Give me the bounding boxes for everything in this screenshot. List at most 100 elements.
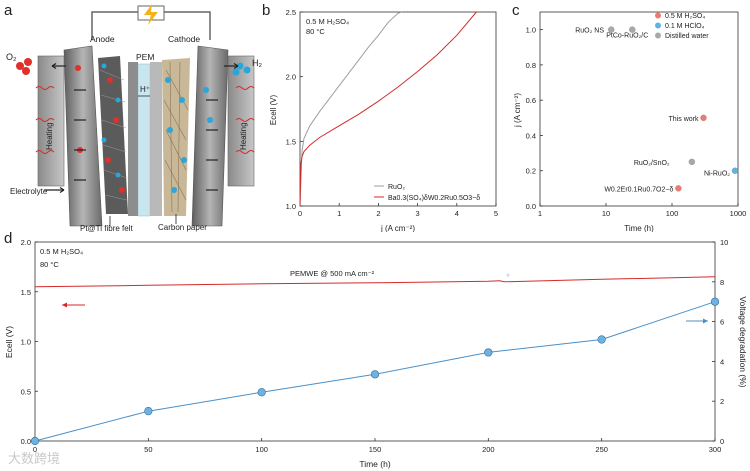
- chart-b-xtick-label: 4: [455, 209, 459, 218]
- chart-c-ytick-label: 0.4: [526, 131, 536, 140]
- chart-b-xtick-label: 3: [416, 209, 420, 218]
- heating-coils-right: [235, 86, 255, 154]
- chart-c-point: [731, 167, 739, 174]
- chart-d-frame: [34, 241, 716, 442]
- chart-d-xtick-label: 250: [595, 445, 608, 454]
- chart-d-durability: 0.5 M H₂SO₄ 80 °C PEMWE @ 500 mA cm⁻² * …: [4, 238, 748, 469]
- electrolyte-label: Electrolyte: [10, 187, 48, 196]
- chart-d-right-axis-arrowhead: [703, 318, 708, 324]
- chart-c-point-label: PtCo-RuO₂/C: [606, 33, 648, 40]
- chart-b-ytick-label: 2.0: [286, 73, 296, 82]
- chart-c-ytick-label: 1.0: [526, 26, 536, 35]
- chart-c-point: [688, 158, 696, 166]
- chart-c-point-label: RuO₂ NS: [575, 28, 604, 35]
- anode-catalyst-layer: [128, 62, 138, 216]
- chart-d-y2tick-label: 0: [720, 437, 724, 446]
- chart-c-point: [608, 26, 615, 33]
- carbon-fibres: [163, 61, 189, 213]
- heating-right-label: Heating: [239, 122, 248, 150]
- chart-d-xtick-label: 150: [369, 445, 382, 454]
- chart-b-frame: [299, 11, 497, 207]
- chart-d-ytick-label: 1.0: [21, 338, 31, 347]
- flow-arrows: [44, 62, 239, 194]
- chart-c-point-label: RuO₂/SnO₂: [634, 160, 670, 167]
- chart-d-degradation-point: [484, 348, 493, 357]
- chart-d-y2tick-label: 6: [720, 318, 724, 327]
- chart-b-annotation-temp: 80 °C: [306, 27, 325, 36]
- chart-d-degradation-point: [370, 370, 380, 379]
- chart-b-legend-ruo2: RuO₂: [388, 184, 405, 191]
- chart-c-ytick-label: 0.6: [526, 96, 536, 105]
- pem-label: PEM: [136, 52, 154, 62]
- chart-c-stability-comparison: Time (h) j (A cm⁻²) 1 10 100 1000 0.0 0.2 0.4 0…: [513, 11, 746, 232]
- chart-d-star-marker: *: [506, 272, 510, 282]
- chart-d-ytick-label: 1.5: [21, 288, 31, 297]
- chart-b-xtick-label: 1: [337, 209, 341, 218]
- h2-label: H₂: [252, 58, 262, 68]
- chart-b-ytick-label: 2.5: [286, 8, 296, 17]
- chart-c-point: [700, 114, 707, 121]
- chart-d-annotation-temp: 80 °C: [40, 260, 59, 269]
- chart-d-y2tick-label: 2: [720, 397, 724, 406]
- chart-b-ytick-label: 1.5: [286, 137, 296, 146]
- chart-b-series-baswru: [299, 11, 477, 207]
- chart-c-xtick-label: 10: [602, 209, 610, 218]
- chart-d-ytick-label: 2.0: [21, 238, 31, 247]
- left-heating-block: [37, 55, 65, 187]
- lightning-icon: [144, 4, 158, 25]
- chart-b-legend-baswru: Ba0.3(SO₄)δW0.2Ru0.5O3−δ: [388, 195, 480, 202]
- chart-d-degradation-point: [710, 297, 720, 306]
- chart-d-y2tick-label: 8: [720, 278, 724, 287]
- chart-d-xtick-label: 0: [33, 445, 37, 454]
- chart-c-ylabel: j (A cm⁻²): [513, 93, 522, 128]
- chart-c-legend-label: 0.5 M H₂SO₄: [665, 13, 705, 20]
- o2-label: O₂: [6, 52, 17, 62]
- chart-c-point-label: This work: [669, 116, 699, 123]
- chart-d-ylabel: Ecell (V): [4, 326, 14, 358]
- right-end-plate: [191, 45, 229, 227]
- chart-b-polarization: 0.5 M H₂SO₄ 80 °C j (A cm⁻²) Ecell (V) R…: [269, 8, 498, 232]
- chart-d-degradation-point: [597, 335, 606, 344]
- chart-b-xtick-label: 5: [494, 209, 498, 218]
- chart-d-y2tick-label: 10: [720, 238, 728, 247]
- h2-bubbles: [101, 62, 251, 193]
- chart-c-ytick-label: 0.0: [526, 202, 536, 211]
- chart-c-ytick-label: 0.2: [526, 167, 536, 176]
- chart-b-xtick-label: 0: [298, 209, 302, 218]
- chart-c-point-label: Ni-RuO₂: [704, 171, 730, 178]
- chart-d-xtick-label: 50: [144, 445, 152, 454]
- chart-c-xlabel: Time (h): [624, 224, 654, 232]
- chart-c-legend-label: 0.1 M HClO₄: [665, 23, 705, 30]
- chart-b-series-ruo2: [299, 11, 403, 207]
- chart-c-legend-marker: [655, 22, 661, 29]
- chart-d-y2tick-label: 4: [720, 357, 724, 366]
- panel-letter-d: d: [4, 230, 13, 247]
- panel-letter-a: a: [4, 2, 13, 19]
- chart-d-left-axis-arrowhead: [62, 302, 67, 308]
- chart-c-point: [629, 26, 636, 33]
- chart-d-xtick-label: 300: [709, 445, 722, 454]
- chart-d-ytick-label: 0.5: [21, 387, 31, 396]
- chart-b-xlabel: j (A cm⁻²): [380, 224, 415, 232]
- cathode-label: Cathode: [168, 34, 200, 44]
- chart-d-degradation-point: [144, 407, 153, 416]
- right-heating-block: [227, 55, 255, 187]
- chart-d-xtick-label: 100: [255, 445, 268, 454]
- panel-letter-b: b: [262, 2, 271, 19]
- chart-c-point-label: W0.2Er0.1Ru0.7O2−δ: [604, 186, 673, 193]
- chart-b-ylabel: Ecell (V): [269, 95, 278, 126]
- chart-c-legend-label: Distilled water: [665, 33, 709, 40]
- chart-d-xtick-label: 200: [482, 445, 495, 454]
- chart-d-annotation-electrolyte: 0.5 M H₂SO₄: [40, 247, 83, 256]
- left-end-plate: [63, 45, 103, 227]
- chart-d-annotation-pemwe: PEMWE @ 500 mA cm⁻²: [290, 269, 375, 278]
- chart-d-degradation-point: [257, 388, 266, 397]
- chart-b-xtick-label: 2: [376, 209, 380, 218]
- heating-left-label: Heating: [45, 122, 54, 150]
- chart-b-annotation-electrolyte: 0.5 M H₂SO₄: [306, 17, 349, 26]
- fibre-strands: [99, 69, 128, 201]
- chart-d-series-ecell: [34, 276, 716, 288]
- fibre-felt-label: Pt@Ti fibre felt: [80, 224, 134, 232]
- o2-bubbles: [16, 58, 125, 193]
- chart-d-degradation-point: [30, 436, 40, 446]
